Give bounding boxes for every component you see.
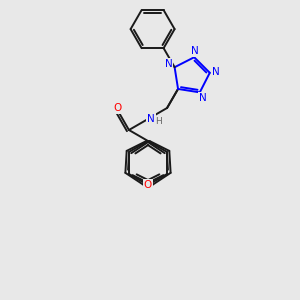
Text: N: N [212,67,220,77]
Text: N: N [147,114,155,124]
Text: O: O [114,103,122,113]
Text: H: H [154,116,161,125]
Text: N: N [191,46,199,56]
Text: N: N [199,93,207,103]
Text: O: O [144,180,152,190]
Text: N: N [165,59,172,69]
